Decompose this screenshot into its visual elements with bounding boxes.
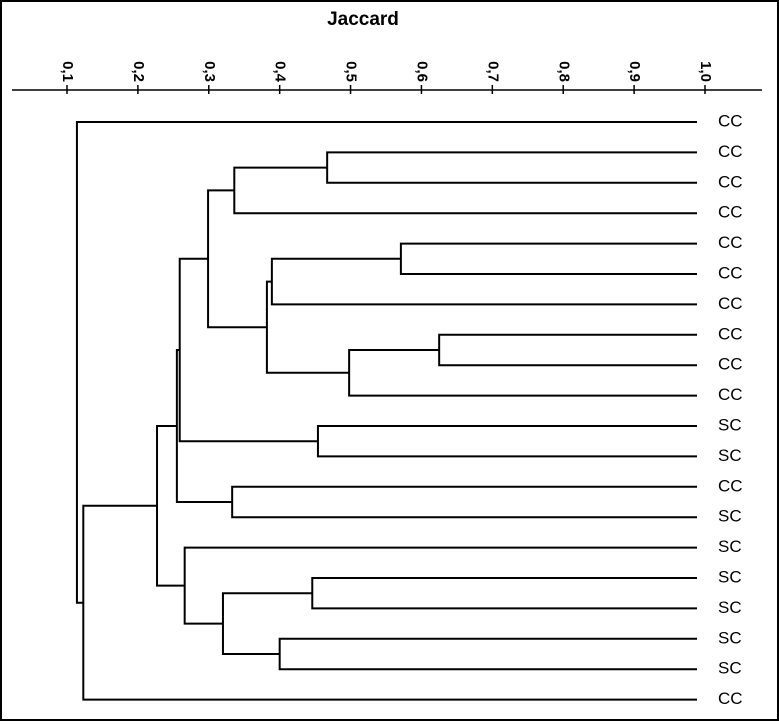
branch	[326, 151, 697, 184]
x-tick-label: 0,5	[343, 61, 360, 82]
branch	[233, 166, 697, 215]
leaf-label: SC	[718, 507, 742, 526]
leaf-label: CC	[718, 233, 743, 252]
branch	[265, 280, 350, 374]
branch	[316, 425, 697, 458]
leaf-label: SC	[718, 659, 742, 678]
leaf-label: CC	[718, 263, 743, 282]
x-tick-label: 0,6	[413, 61, 430, 82]
x-tick-label: 0,2	[130, 61, 147, 82]
leaf-label: SC	[718, 446, 742, 465]
leaf-label: CC	[718, 385, 743, 404]
branch	[311, 577, 697, 610]
leaf-label: SC	[718, 415, 742, 434]
x-tick-label: 0,9	[626, 61, 643, 82]
branch	[82, 504, 697, 701]
branch	[178, 257, 318, 443]
branch	[348, 349, 697, 397]
branch	[438, 333, 697, 367]
branch	[270, 257, 697, 306]
leaf-label: CC	[718, 294, 743, 313]
leaf-label: SC	[718, 537, 742, 556]
leaf-label: SC	[718, 628, 742, 647]
x-tick-label: 0,7	[484, 61, 501, 82]
branch	[399, 242, 697, 275]
leaf-label: CC	[718, 172, 743, 191]
branch	[175, 349, 233, 503]
branch	[183, 546, 697, 625]
x-tick-label: 0,1	[59, 61, 76, 82]
x-tick-label: 0,3	[201, 61, 218, 82]
leaf-label: CC	[718, 689, 743, 708]
leaf-label: CC	[718, 111, 743, 130]
leaf-label: CC	[718, 324, 743, 343]
leaf-label: CC	[718, 476, 743, 495]
branch	[207, 189, 267, 329]
branch	[156, 425, 185, 587]
x-tick-label: 0,8	[555, 61, 572, 82]
branch	[75, 121, 697, 604]
leaf-label: SC	[718, 567, 742, 586]
branch	[221, 592, 313, 655]
branch	[231, 485, 697, 519]
leaf-label: SC	[718, 598, 742, 617]
x-tick-label: 0,4	[272, 61, 289, 83]
leaf-label: CC	[718, 203, 743, 222]
leaf-label: CC	[718, 142, 743, 161]
branch	[278, 637, 697, 671]
chart-title: Jaccard	[327, 9, 399, 30]
leaf-label: CC	[718, 355, 743, 374]
x-tick-label: 1,0	[697, 61, 714, 82]
